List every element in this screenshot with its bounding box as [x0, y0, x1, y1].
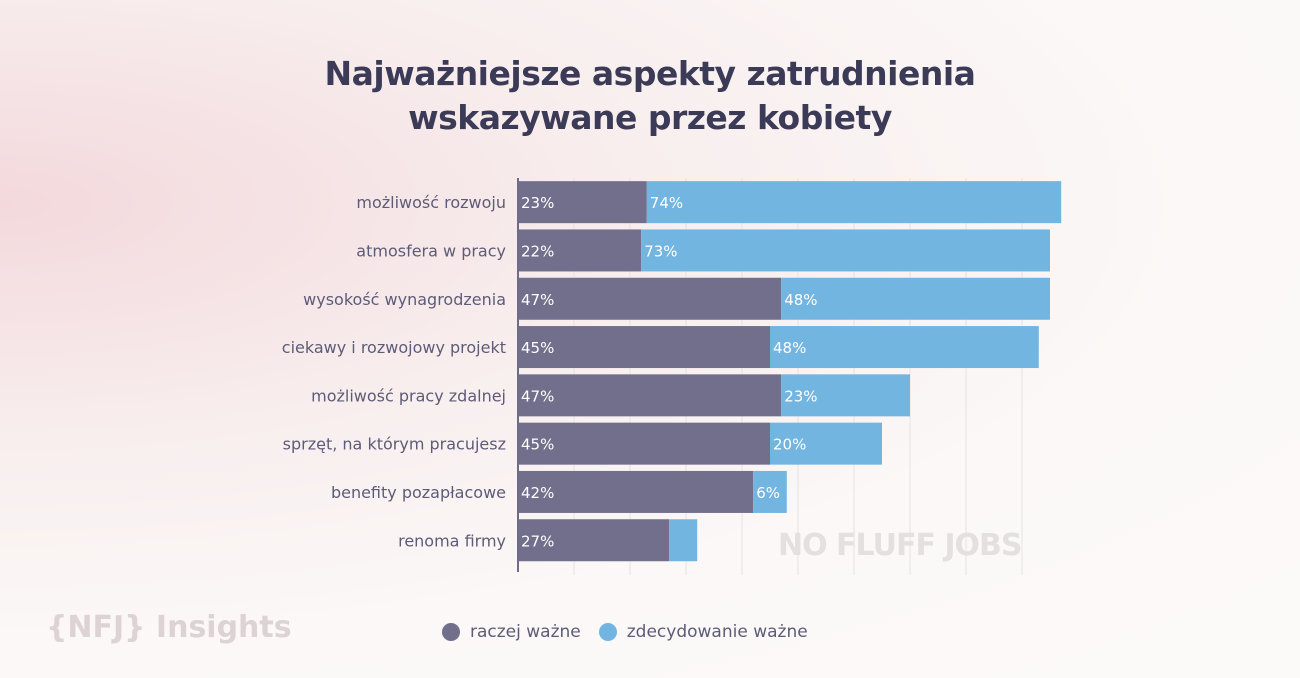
category-label: możliwość rozwoju — [356, 193, 506, 212]
chart-title: Najważniejsze aspekty zatrudnienia wskaz… — [0, 52, 1300, 140]
data-label: 47% — [521, 291, 554, 309]
bar-zdecydowanie — [770, 422, 882, 465]
bar-raczej — [518, 422, 770, 465]
bar-zdecydowanie — [781, 277, 1050, 320]
data-label: 74% — [650, 194, 683, 212]
bar-raczej — [518, 470, 754, 513]
category-label: sprzęt, na którym pracujesz — [283, 435, 506, 454]
bar-raczej — [518, 229, 642, 272]
data-label: 22% — [521, 242, 554, 260]
data-label: 6% — [756, 484, 780, 502]
data-label: 48% — [784, 291, 817, 309]
data-label: 42% — [521, 484, 554, 502]
title-line-1: Najważniejsze aspekty zatrudnienia — [324, 54, 976, 93]
category-label: benefity pozapłacowe — [331, 483, 506, 502]
bar-raczej — [518, 519, 670, 562]
data-label: 48% — [773, 339, 806, 357]
bar-zdecydowanie — [669, 519, 698, 562]
bar-zdecydowanie — [770, 326, 1039, 369]
bar-raczej — [518, 277, 782, 320]
bar-zdecydowanie — [753, 470, 787, 513]
data-label: 45% — [521, 436, 554, 454]
category-label: atmosfera w pracy — [356, 241, 506, 260]
legend-swatch-zdecydowanie — [598, 623, 617, 641]
category-label: wysokość wynagrodzenia — [303, 290, 506, 309]
data-label: 20% — [773, 436, 806, 454]
title-line-2: wskazywane przez kobiety — [408, 98, 892, 137]
bar-raczej — [518, 181, 647, 224]
data-label: 73% — [644, 242, 677, 260]
legend-swatch-raczej — [442, 623, 460, 641]
bar-zdecydowanie — [646, 181, 1062, 224]
legend-label: zdecydowanie ważne — [626, 622, 808, 642]
bar-zdecydowanie — [781, 374, 910, 417]
bar-raczej — [518, 326, 770, 369]
legend-label: raczej ważne — [470, 622, 581, 642]
data-label: 27% — [521, 532, 554, 550]
data-label: 47% — [521, 387, 554, 405]
category-label: renoma firmy — [398, 531, 506, 550]
bar-raczej — [518, 374, 782, 417]
category-label: możliwość pracy zdalnej — [311, 386, 506, 405]
nfj-insights-logo: {NFJ} Insights — [46, 610, 292, 645]
category-label: ciekawy i rozwojowy projekt — [282, 338, 506, 357]
watermark: NO FLUFF JOBS — [778, 528, 1023, 563]
data-label: 45% — [521, 339, 554, 357]
bar-zdecydowanie — [641, 229, 1050, 272]
legend: raczej ważne zdecydowanie ważne — [442, 622, 808, 642]
data-label: 23% — [784, 387, 817, 405]
data-label: 23% — [521, 194, 554, 212]
